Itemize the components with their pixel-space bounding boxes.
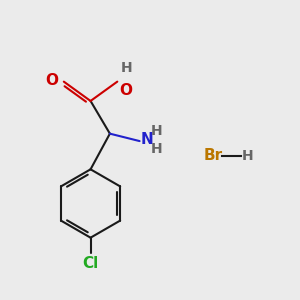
Text: H: H	[242, 149, 254, 163]
Text: H: H	[120, 61, 132, 75]
Text: H: H	[151, 124, 163, 138]
Text: N: N	[141, 132, 154, 147]
Text: O: O	[119, 83, 132, 98]
Text: Br: Br	[203, 148, 223, 164]
Text: O: O	[46, 73, 59, 88]
Text: Cl: Cl	[82, 256, 99, 271]
Text: H: H	[151, 142, 163, 156]
